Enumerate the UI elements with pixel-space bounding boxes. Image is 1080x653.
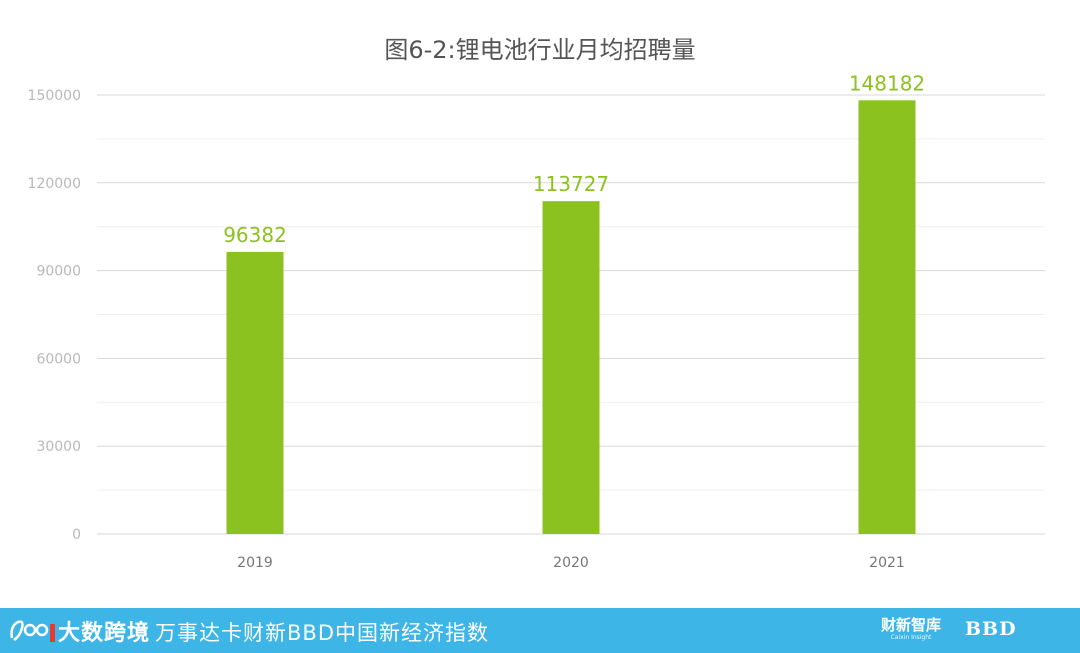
footer-main-text: 万事达卡财新BBD中国新经济指数 <box>155 621 489 645</box>
data-labels: 96382 113727 148182 <box>223 71 925 247</box>
y-axis-ticks: 0 30000 60000 90000 120000 150000 <box>28 88 81 543</box>
chart-title: 图6-2:锂电池行业月均招聘量 <box>384 36 695 64</box>
y-tick-label: 60000 <box>36 351 81 367</box>
footer-logo: 大数跨境 <box>8 615 150 647</box>
data-label: 113727 <box>533 172 609 196</box>
bars <box>226 100 916 535</box>
caixin-insight-logo: 财新智库 Caixin Insight <box>881 616 941 642</box>
y-tick-label: 90000 <box>36 264 81 280</box>
bar-2019 <box>226 251 284 535</box>
chart: 0 30000 60000 90000 120000 150000 96382 113727… <box>28 36 1045 571</box>
x-tick-label: 2019 <box>237 555 273 571</box>
caixin-insight-name: 财新智库 <box>881 616 942 634</box>
x-tick-label: 2020 <box>553 555 589 571</box>
y-tick-label: 0 <box>72 527 81 543</box>
footer-bar: 大数跨境 万事达卡财新BBD中国新经济指数 财新智库 Caixin Insigh… <box>0 608 1080 653</box>
y-tick-label: 30000 <box>36 439 81 455</box>
bar-2020 <box>542 201 600 534</box>
x-axis-ticks: 2019 2020 2021 <box>237 555 905 571</box>
logo-text: 大数跨境 <box>58 621 151 646</box>
bbd-logo: BBD <box>965 618 1017 640</box>
data-label: 96382 <box>223 223 287 247</box>
caixin-insight-subtitle: Caixin Insight <box>890 634 932 641</box>
x-tick-label: 2021 <box>869 555 905 571</box>
logo-icon <box>8 616 56 646</box>
bar-2021 <box>858 100 916 534</box>
y-tick-label: 120000 <box>28 176 81 192</box>
data-label: 148182 <box>849 71 925 95</box>
y-tick-label: 150000 <box>28 88 81 104</box>
